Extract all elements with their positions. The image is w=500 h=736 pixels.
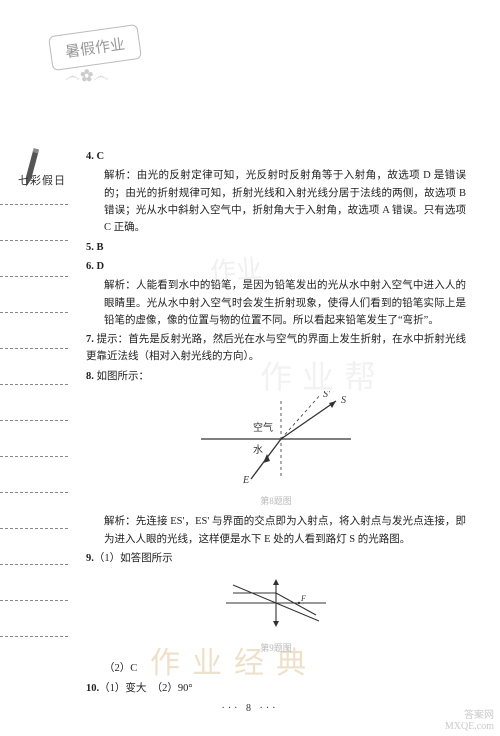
refraction-diagram-icon: 空气 水 S S' E [191, 391, 361, 486]
expl-text: 人能看到水中的铅笔，是因为铅笔发出的光从水中射入空气中进入人的眼睛里。光从水中射… [104, 280, 466, 326]
figure-8: 空气 水 S S' E 第8题图 [86, 391, 466, 509]
svg-text:E: E [242, 475, 249, 486]
figure-8-caption: 第8题图 [86, 494, 466, 509]
page-number: ··· 8 ··· [0, 703, 500, 714]
banner-title: 暑假作业 [48, 24, 142, 71]
q9-part1: （1）如答图所示 [94, 553, 173, 564]
air-label: 空气 [253, 421, 273, 434]
expl-text: 先连接 ES'，ES' 与界面的交点即为入射点，将入射点与发光点连接，即为进入人… [104, 516, 466, 544]
answer-9: 9.（1）如答图所示 [86, 550, 466, 567]
answer-10: 10.（1）变大 （2）90° [86, 680, 466, 697]
expl-label: 解析： [104, 170, 137, 181]
corner-line1: 答案网 [445, 710, 494, 721]
q-num: 7. [86, 334, 94, 345]
answer-6: 6. D [86, 258, 466, 275]
explanation-6: 解析：人能看到水中的铅笔，是因为铅笔发出的光从水中射入空气中进入人的眼睛里。光从… [86, 277, 466, 329]
corner-watermark: 答案网 MXQE.com [445, 710, 494, 732]
explanation-4: 解析：由光的反射定律可知，光反射时反射角等于入射角，故选项 D 是错误的；由光的… [86, 167, 466, 236]
answer-7: 7. 提示：首先是反射光路，然后光在水与空气的界面上发生折射，在水中折射光线更靠… [86, 331, 466, 366]
sidebar-label: 七彩假日 [18, 172, 66, 188]
q8-text: 如图所示： [97, 371, 150, 382]
svg-text:F: F [300, 594, 306, 603]
answer-8: 8. 如图所示： [86, 368, 466, 385]
banner-scroll-icon: ෴✿෴ [65, 68, 109, 86]
answer-5: 5. B [86, 239, 466, 256]
q10-text: （1）变大 （2）90° [99, 683, 192, 694]
expl-text: 由光的反射定律可知，光反射时反射角等于入射角，故选项 D 是错误的；由光的折射规… [104, 170, 466, 233]
answer-4: 4. C [86, 148, 466, 165]
q-num: 9. [86, 553, 94, 564]
q-num: 10. [86, 683, 99, 694]
margin-dashes [0, 204, 68, 672]
q-num: 5. B [86, 242, 104, 253]
header-decoration: 暑假作业 ෴✿෴ [50, 30, 180, 100]
svg-text:S': S' [323, 391, 331, 400]
explanation-8: 解析：先连接 ES'，ES' 与界面的交点即为入射点，将入射点与发光点连接，即为… [86, 513, 466, 548]
expl-label: 解析： [104, 280, 136, 291]
figure-9-caption: 第9题图 [86, 641, 466, 656]
q-num: 6. D [86, 261, 104, 272]
q7-text: 提示：首先是反射光路，然后光在水与空气的界面上发生折射，在水中折射光线更靠近法线… [86, 334, 466, 362]
figure-9: F 第9题图 [86, 573, 466, 656]
expl-label: 解析： [104, 516, 136, 527]
svg-text:S: S [341, 395, 346, 406]
answer-9-2: （2）C [86, 660, 466, 677]
water-label: 水 [253, 444, 263, 456]
q-num: 8. [86, 371, 94, 382]
lens-diagram-icon: F [221, 573, 331, 633]
corner-line2: MXQE.com [445, 721, 494, 732]
q-num: 4. C [86, 151, 104, 162]
main-content: 4. C 解析：由光的反射定律可知，光反射时反射角等于入射角，故选项 D 是错误… [86, 148, 466, 699]
